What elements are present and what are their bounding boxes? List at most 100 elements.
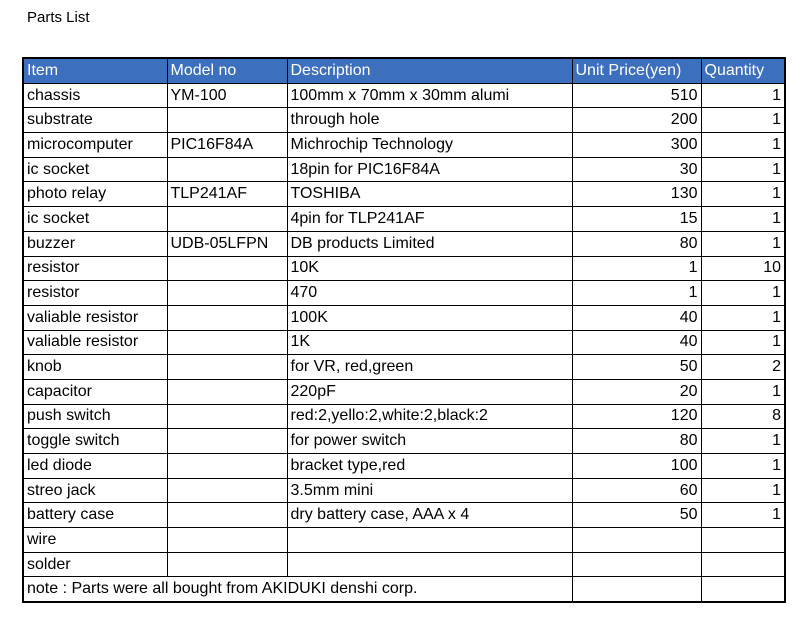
- cell: [166, 329, 288, 356]
- cell: 1: [700, 329, 786, 356]
- cell: 80: [571, 230, 702, 257]
- cell: led diode: [22, 453, 168, 479]
- cell: for power switch: [286, 428, 573, 454]
- row: ic socket 18pin for PIC16F84A 30 1: [22, 156, 786, 183]
- header-row: Item Model no Description Unit Price(yen) Qu…: [22, 57, 786, 84]
- cell: TLP241AF: [166, 181, 288, 208]
- cell: [166, 354, 288, 380]
- cell: 1: [571, 255, 702, 282]
- cell: TOSHIBA: [286, 181, 573, 208]
- cell: 1: [700, 304, 786, 331]
- cell: resistor: [22, 280, 168, 306]
- cell: 510: [571, 82, 702, 109]
- cell: PIC16F84A: [166, 132, 288, 158]
- cell: 50: [571, 354, 702, 380]
- cell: 40: [571, 304, 702, 331]
- cell: 10K: [286, 255, 573, 282]
- cell: ic socket: [22, 156, 168, 183]
- cell: [571, 551, 702, 578]
- cell: YM-100: [166, 82, 288, 109]
- cell: battery case: [22, 502, 168, 529]
- cell: [166, 156, 288, 183]
- cell: [700, 551, 786, 578]
- cell: 80: [571, 428, 702, 454]
- cell: 8: [700, 403, 786, 430]
- cell: 1: [700, 453, 786, 479]
- cell: streo jack: [22, 477, 168, 504]
- cell: 220pF: [286, 378, 573, 405]
- cell: 100: [571, 453, 702, 479]
- row: buzzer UDB-05LFPN DB products Limited 80 1: [22, 230, 786, 257]
- cell: buzzer: [22, 230, 168, 257]
- cell: bracket type,red: [286, 453, 573, 479]
- cell: 60: [571, 477, 702, 504]
- row: valiable resistor 1K 40 1: [22, 329, 786, 356]
- row: knob for VR, red,green 50 2: [22, 354, 786, 380]
- header-cell: Quantity: [700, 57, 786, 84]
- cell: [166, 403, 288, 430]
- cell: 40: [571, 329, 702, 356]
- cell: [166, 107, 288, 134]
- row: chassis YM-100 100mm x 70mm x 30mm alumi 51…: [22, 82, 786, 109]
- cell: [700, 527, 786, 553]
- header-cell: Description: [286, 57, 573, 84]
- cell: solder: [22, 551, 168, 578]
- cell: [700, 576, 786, 603]
- cell: 10: [700, 255, 786, 282]
- row: microcomputer PIC16F84A Michrochip Technol…: [22, 132, 786, 158]
- cell: DB products Limited: [286, 230, 573, 257]
- row: valiable resistor 100K 40 1: [22, 304, 786, 331]
- row: toggle switch for power switch 80 1: [22, 428, 786, 454]
- cell: 15: [571, 206, 702, 232]
- cell: 50: [571, 502, 702, 529]
- note-row: note : Parts were all bought from AKIDUK…: [22, 576, 786, 603]
- cell: 4pin for TLP241AF: [286, 206, 573, 232]
- cell: 1: [700, 280, 786, 306]
- cell: knob: [22, 354, 168, 380]
- cell: toggle switch: [22, 428, 168, 454]
- cell: microcomputer: [22, 132, 168, 158]
- title: Parts List: [27, 9, 90, 26]
- parts-table: Item Model no Description Unit Price(yen) Qu…: [22, 57, 786, 604]
- cell: [286, 527, 573, 553]
- cell: Michrochip Technology: [286, 132, 573, 158]
- cell: 20: [571, 378, 702, 405]
- note: note : Parts were all bought from AKIDUK…: [22, 576, 573, 603]
- cell: [166, 206, 288, 232]
- cell: ic socket: [22, 206, 168, 232]
- row: resistor 10K 1 10: [22, 255, 786, 282]
- cell: photo relay: [22, 181, 168, 208]
- cell: substrate: [22, 107, 168, 134]
- cell: [166, 502, 288, 529]
- header-cell: Model no: [166, 57, 288, 84]
- cell: 3.5mm mini: [286, 477, 573, 504]
- header-cell: Item: [22, 57, 168, 84]
- cell: 120: [571, 403, 702, 430]
- cell: [571, 527, 702, 553]
- cell: 1: [700, 156, 786, 183]
- cell: UDB-05LFPN: [166, 230, 288, 257]
- row: streo jack 3.5mm mini 60 1: [22, 477, 786, 504]
- cell: [166, 551, 288, 578]
- row: push switch red:2,yello:2,white:2,black:2…: [22, 403, 786, 430]
- header-cell: Unit Price(yen): [571, 57, 702, 84]
- cell: dry battery case, AAA x 4: [286, 502, 573, 529]
- cell: [166, 477, 288, 504]
- row: wire: [22, 527, 786, 553]
- table-body: chassis YM-100 100mm x 70mm x 30mm alumi 51…: [22, 82, 786, 603]
- cell: valiable resistor: [22, 329, 168, 356]
- row: led diode bracket type,red 100 1: [22, 453, 786, 479]
- cell: through hole: [286, 107, 573, 134]
- cell: 200: [571, 107, 702, 134]
- cell: 300: [571, 132, 702, 158]
- cell: [166, 453, 288, 479]
- cell: 30: [571, 156, 702, 183]
- cell: 18pin for PIC16F84A: [286, 156, 573, 183]
- cell: 1: [700, 502, 786, 529]
- cell: chassis: [22, 82, 168, 109]
- cell: 1: [700, 477, 786, 504]
- cell: valiable resistor: [22, 304, 168, 331]
- cell: 1: [700, 82, 786, 109]
- row: ic socket 4pin for TLP241AF 15 1: [22, 206, 786, 232]
